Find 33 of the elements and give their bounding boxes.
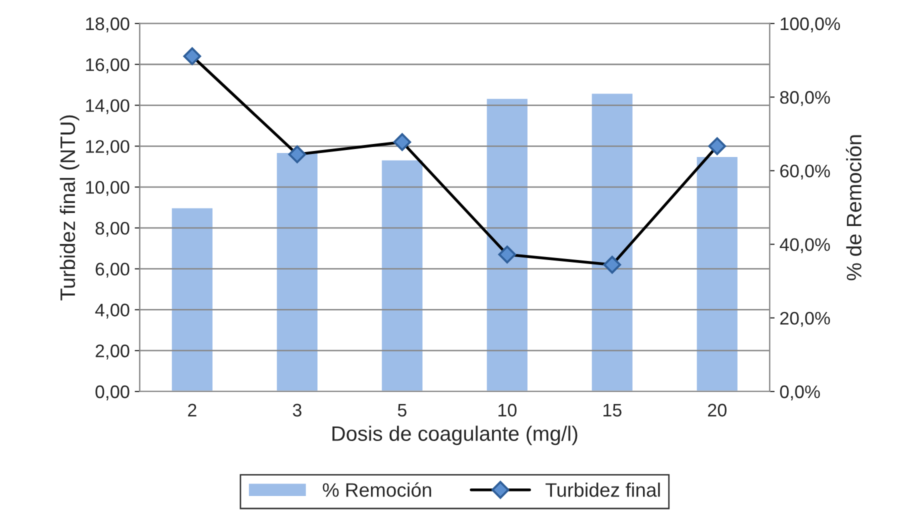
bar [590,92,634,392]
legend-label: Turbidez final [546,482,660,497]
y-tick-label: 6,00 [96,262,130,278]
x-tick-label: 10 [498,404,517,417]
y-tick-label: 2,00 [96,344,130,360]
y-tick-label: 12,00 [86,140,130,156]
y2-tick-label: 60,0% [780,164,830,180]
y2-tick-label: 100,0% [780,17,840,32]
x-tick-label: 20 [708,404,726,417]
bar [170,206,214,392]
y2-tick-label: 20,0% [780,312,830,327]
y2-tick-label: 0,0% [780,385,820,400]
y-tick-label: 18,00 [86,17,130,32]
y-tick-label: 4,00 [95,304,130,319]
y-tick-label: 14,00 [86,99,130,114]
y-tick-label: 16,00 [86,58,130,74]
x-tick-label: 2 [188,404,196,416]
y2-tick-label: 40,0% [780,238,830,254]
y-tick-label: 10,00 [86,180,130,196]
y2-tick-label: 80,0% [780,91,830,106]
bar [695,156,739,392]
bar [485,98,529,392]
x-axis-title: Dosis de coagulante (mg/l) [332,426,578,446]
x-tick-label: 3 [292,404,302,417]
x-tick-label: 15 [604,404,622,417]
y2-axis-title: % de Remoción [846,135,862,280]
bar [380,158,424,392]
y-tick-label: 0,00 [96,385,130,400]
bar [275,152,319,392]
y-axis-title: Turbidez final (NTU) [60,115,80,300]
y-tick-label: 8,00 [96,222,130,237]
x-tick-label: 5 [398,404,406,417]
legend-label: % Remoción [322,482,432,497]
